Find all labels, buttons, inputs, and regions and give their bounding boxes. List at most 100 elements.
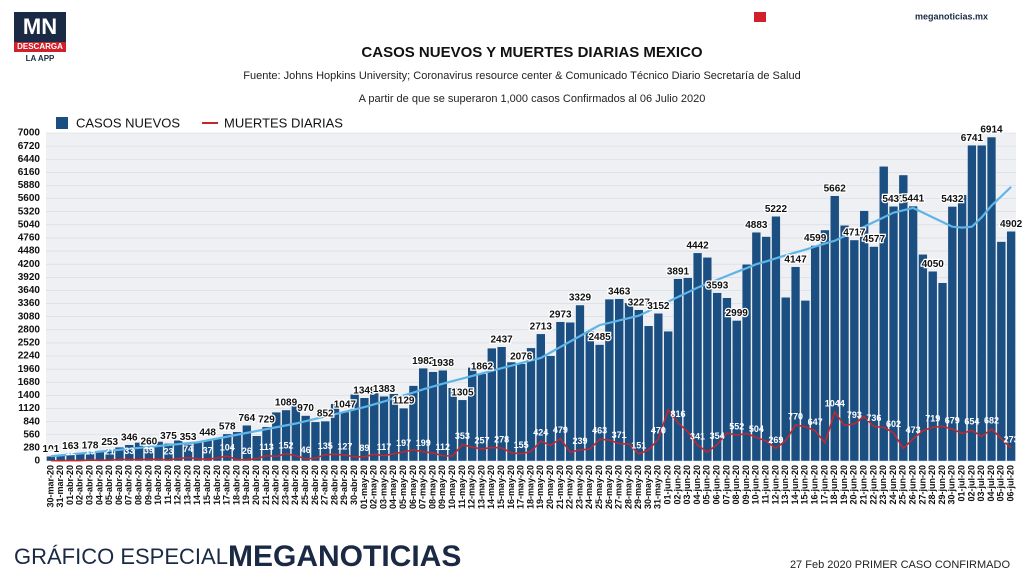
- bar: [594, 344, 605, 462]
- bar: [673, 278, 683, 462]
- x-tick-label: 18-abr-20: [231, 465, 241, 505]
- value-label: 424: [533, 428, 548, 438]
- x-tick-label: 13-may-20: [476, 465, 486, 509]
- x-tick-label: 17-abr-20: [222, 465, 232, 505]
- x-tick-label: 28-abr-20: [329, 465, 339, 505]
- logo-box: [14, 12, 66, 42]
- value-label: 736: [866, 413, 881, 423]
- x-tick-label: 21-abr-20: [261, 465, 271, 505]
- value-label: 2485: [588, 332, 611, 343]
- bar: [536, 333, 546, 462]
- value-label: 273: [1004, 435, 1019, 445]
- logo: MN: [23, 14, 57, 39]
- bar: [937, 282, 948, 462]
- x-tick-label: 14-abr-20: [192, 465, 202, 505]
- bar: [281, 409, 291, 462]
- value-label: 8: [48, 447, 53, 457]
- value-label: 1089: [275, 398, 298, 409]
- x-tick-label: 28-jun-20: [927, 465, 937, 505]
- value-label: 4442: [686, 241, 709, 252]
- bar: [124, 444, 134, 462]
- bar: [869, 246, 879, 462]
- bar: [986, 136, 997, 462]
- chart-title: CASOS NUEVOS Y MUERTES DIARIAS MEXICO: [361, 44, 703, 61]
- bar: [448, 387, 458, 462]
- bar: [330, 403, 340, 462]
- bar: [340, 411, 350, 462]
- y-tick-label: 6160: [18, 167, 41, 178]
- x-tick-label: 01-may-20: [359, 465, 369, 509]
- x-tick-label: 04-may-20: [388, 465, 398, 509]
- x-tick-label: 03-may-20: [378, 465, 388, 509]
- value-label: 199: [416, 438, 431, 448]
- value-label: 46: [301, 445, 311, 455]
- bar: [624, 302, 634, 462]
- value-label: 5432: [941, 194, 964, 205]
- bar: [575, 304, 585, 462]
- x-tick-label: 31-mar-20: [55, 465, 65, 508]
- x-tick-label: 24-abr-20: [290, 465, 300, 505]
- value-label: 197: [396, 438, 411, 448]
- bar: [183, 444, 193, 462]
- x-tick-label: 20-jun-20: [849, 465, 859, 505]
- x-tick-label: 16-may-20: [506, 465, 516, 509]
- bar: [496, 346, 507, 462]
- value-label: 155: [514, 440, 529, 450]
- bar: [712, 292, 722, 462]
- x-tick-label: 18-jun-20: [829, 465, 839, 505]
- line: [50, 186, 1012, 458]
- value-label: 371: [612, 430, 627, 440]
- value-label: 74: [183, 444, 193, 454]
- bar: [526, 347, 536, 462]
- x-tick-label: 25-jun-20: [898, 465, 908, 505]
- bar: [751, 231, 761, 462]
- bar: [928, 271, 938, 462]
- value-label: 253: [101, 437, 118, 448]
- x-tick-label: 21-may-20: [555, 465, 565, 509]
- value-label: 473: [906, 425, 921, 435]
- value-label: 346: [121, 432, 138, 443]
- footer-left: GRÁFICO ESPECIAL: [14, 544, 228, 569]
- x-tick-label: 11-jun-20: [761, 465, 771, 504]
- bar: [771, 216, 781, 462]
- value-label: 375: [160, 431, 177, 442]
- x-tick-label: 06-may-20: [408, 465, 418, 509]
- x-tick-label: 09-may-20: [437, 465, 447, 509]
- footer-right: 27 Feb 2020 PRIMER CASO CONFIRMADO: [790, 559, 1011, 571]
- x-tick-label: 07-may-20: [418, 465, 428, 509]
- value-label: 793: [847, 410, 862, 420]
- value-label: 654: [964, 417, 979, 427]
- value-label: 719: [925, 414, 940, 424]
- x-tick-label: 25-abr-20: [300, 465, 310, 505]
- bar: [555, 321, 566, 462]
- value-label: 112: [436, 442, 451, 452]
- x-tick-label: 26-abr-20: [310, 465, 320, 505]
- x-tick-label: 09-abr-20: [143, 465, 153, 505]
- value-label: 152: [279, 440, 294, 450]
- y-tick-label: 5320: [18, 206, 41, 217]
- y-tick-label: 4760: [18, 233, 41, 244]
- bar: [781, 297, 791, 462]
- y-tick-label: 0: [34, 456, 40, 467]
- x-tick-label: 19-abr-20: [241, 465, 251, 505]
- x-tick-label: 27-abr-20: [320, 465, 330, 505]
- subtitle: Fuente: Johns Hopkins University; Corona…: [243, 70, 800, 82]
- x-tick-label: 12-jun-20: [770, 465, 780, 505]
- y-tick-label: 2520: [18, 338, 41, 349]
- value-label: 5441: [902, 194, 925, 205]
- bar: [653, 313, 663, 462]
- value-label: 470: [651, 425, 666, 435]
- value-label: 1349: [353, 385, 376, 396]
- value-label: 1383: [373, 384, 396, 395]
- x-tick-label: 15-jun-20: [800, 465, 810, 505]
- x-tick-label: 24-jun-20: [888, 465, 898, 505]
- x-tick-label: 05-may-20: [398, 465, 408, 509]
- value-label: 1305: [451, 387, 474, 398]
- x-tick-label: 10-abr-20: [153, 465, 163, 505]
- bar: [350, 394, 360, 462]
- value-label: 463: [592, 426, 607, 436]
- x-tick-label: 04-jul-20: [986, 465, 996, 502]
- bar: [438, 369, 448, 462]
- value-label: 4050: [922, 259, 945, 270]
